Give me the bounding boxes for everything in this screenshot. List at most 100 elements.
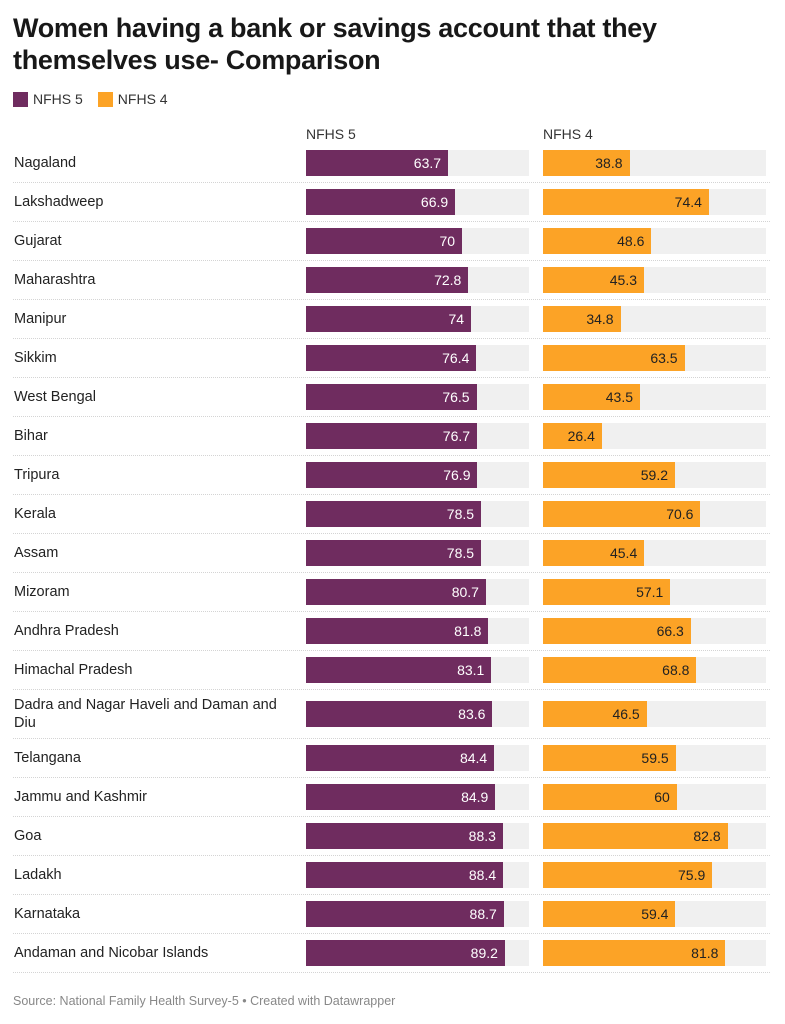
bar-track-nfhs5: 81.8 xyxy=(306,618,529,644)
bar-track-nfhs5: 76.9 xyxy=(306,462,529,488)
chart-row: Mizoram 80.7 57.1 xyxy=(13,573,770,612)
legend-item-nfhs4: NFHS 4 xyxy=(97,91,168,107)
data-label-nfhs4: 59.2 xyxy=(640,467,669,483)
chart-row: Andaman and Nicobar Islands 89.2 81.8 xyxy=(13,934,770,973)
data-label-nfhs5: 83.1 xyxy=(457,662,485,678)
bar-nfhs4 xyxy=(543,579,671,605)
bar-nfhs4 xyxy=(543,306,621,332)
data-label-nfhs4: 59.5 xyxy=(641,750,669,766)
chart-row: Kerala 78.5 70.6 xyxy=(13,495,770,534)
bar-nfhs5 xyxy=(306,745,495,771)
bar-track-nfhs4: 66.3 xyxy=(543,618,766,644)
bar-track-nfhs4: 34.8 xyxy=(543,306,766,332)
data-label-nfhs5: 88.7 xyxy=(469,906,497,922)
bar-track-nfhs5: 83.6 xyxy=(306,701,529,727)
chart-row: Lakshadweep 66.9 74.4 xyxy=(13,183,770,222)
category-label: Dadra and Nagar Haveli and Daman and Diu xyxy=(14,697,277,731)
bar-nfhs5 xyxy=(306,618,489,644)
data-label-nfhs5: 88.3 xyxy=(468,828,496,844)
data-label-nfhs4: 34.8 xyxy=(586,311,614,327)
bar-nfhs5 xyxy=(306,784,496,810)
bar-track-nfhs4: 59.4 xyxy=(543,901,766,927)
chart-row: Himachal Pradesh 83.1 68.8 xyxy=(13,651,770,690)
bar-track-nfhs5: 84.9 xyxy=(306,784,529,810)
chart-row: Andhra Pradesh 81.8 66.3 xyxy=(13,612,770,651)
chart-row: Gujarat 70 48.6 xyxy=(13,222,770,261)
data-label-nfhs5: 84.4 xyxy=(459,750,488,766)
category-label: West Bengal xyxy=(14,389,96,405)
bar-nfhs5 xyxy=(306,345,477,371)
bar-track-nfhs5: 78.5 xyxy=(306,540,529,566)
bar-nfhs4 xyxy=(543,784,677,810)
chart-row: Nagaland 63.7 38.8 xyxy=(13,144,770,183)
bar-nfhs5 xyxy=(306,579,486,605)
bar-nfhs4 xyxy=(543,657,697,683)
legend-label-nfhs4: NFHS 4 xyxy=(117,91,168,107)
data-label-nfhs4: 26.4 xyxy=(567,428,595,444)
source-note: Source: National Family Health Survey-5 … xyxy=(13,994,396,1008)
bar-nfhs5 xyxy=(306,901,504,927)
category-label: Jammu and Kashmir xyxy=(14,789,147,805)
bar-track-nfhs4: 60 xyxy=(543,784,766,810)
data-label-nfhs4: 60 xyxy=(654,789,670,805)
bar-track-nfhs4: 63.5 xyxy=(543,345,766,371)
bar-nfhs5 xyxy=(306,189,456,215)
data-label-nfhs5: 81.8 xyxy=(454,623,482,639)
bar-track-nfhs5: 89.2 xyxy=(306,940,529,966)
legend: NFHS 5 NFHS 4 xyxy=(13,91,183,107)
chart-rows: Nagaland 63.7 38.8 Lakshadweep 66.9 74.4 Gujar… xyxy=(13,144,770,973)
legend-swatch-nfhs4 xyxy=(97,91,113,107)
chart-row: Dadra and Nagar Haveli and Daman and Diu… xyxy=(13,690,770,739)
bar-track-nfhs4: 74.4 xyxy=(543,189,766,215)
data-label-nfhs5: 78.5 xyxy=(446,506,475,522)
data-label-nfhs5: 72.8 xyxy=(434,272,462,288)
bar-nfhs5 xyxy=(306,540,482,566)
category-label: Lakshadweep xyxy=(14,194,104,210)
category-label: Nagaland xyxy=(14,155,77,171)
bar-track-nfhs5: 70 xyxy=(306,228,529,254)
bar-nfhs5 xyxy=(306,701,493,727)
bar-track-nfhs5: 74 xyxy=(306,306,529,332)
column-header-nfhs4: NFHS 4 xyxy=(543,126,593,142)
category-label: Goa xyxy=(14,828,42,844)
bar-track-nfhs4: 70.6 xyxy=(543,501,766,527)
bar-nfhs4 xyxy=(543,618,691,644)
bar-nfhs4 xyxy=(543,940,726,966)
data-label-nfhs5: 76.9 xyxy=(443,467,471,483)
bar-nfhs4 xyxy=(543,745,676,771)
category-label: Gujarat xyxy=(14,233,62,249)
chart-row: Bihar 76.7 26.4 xyxy=(13,417,770,456)
bar-track-nfhs5: 66.9 xyxy=(306,189,529,215)
data-label-nfhs4: 48.6 xyxy=(617,233,645,249)
legend-label-nfhs5: NFHS 5 xyxy=(33,91,83,107)
bar-track-nfhs5: 80.7 xyxy=(306,579,529,605)
legend-swatch-nfhs5 xyxy=(13,91,28,107)
bar-track-nfhs4: 45.3 xyxy=(543,267,766,293)
bar-track-nfhs5: 76.5 xyxy=(306,384,529,410)
data-label-nfhs5: 70 xyxy=(439,233,456,249)
chart-row: Karnataka 88.7 59.4 xyxy=(13,895,770,934)
category-label: Kerala xyxy=(14,506,56,522)
chart-row: Sikkim 76.4 63.5 xyxy=(13,339,770,378)
bar-track-nfhs4: 81.8 xyxy=(543,940,766,966)
bar-track-nfhs4: 43.5 xyxy=(543,384,766,410)
chart-row: West Bengal 76.5 43.5 xyxy=(13,378,770,417)
chart-row: Ladakh 88.4 75.9 xyxy=(13,856,770,895)
data-label-nfhs4: 74.4 xyxy=(674,194,702,210)
category-label: Karnataka xyxy=(14,906,81,922)
bar-nfhs5 xyxy=(306,306,472,332)
data-label-nfhs5: 66.9 xyxy=(420,194,449,210)
category-label: Maharashtra xyxy=(14,272,96,288)
chart-row: Goa 88.3 82.8 xyxy=(13,817,770,856)
data-label-nfhs5: 76.4 xyxy=(442,350,470,366)
bar-track-nfhs5: 88.3 xyxy=(306,823,529,849)
category-label: Telangana xyxy=(14,750,81,766)
bar-nfhs4 xyxy=(543,901,676,927)
bar-track-nfhs5: 76.4 xyxy=(306,345,529,371)
category-label: Sikkim xyxy=(14,350,57,366)
bar-nfhs5 xyxy=(306,384,477,410)
data-label-nfhs4: 45.3 xyxy=(609,272,638,288)
bar-nfhs4 xyxy=(543,384,640,410)
category-label: Himachal Pradesh xyxy=(14,662,133,678)
bar-nfhs4 xyxy=(543,540,645,566)
